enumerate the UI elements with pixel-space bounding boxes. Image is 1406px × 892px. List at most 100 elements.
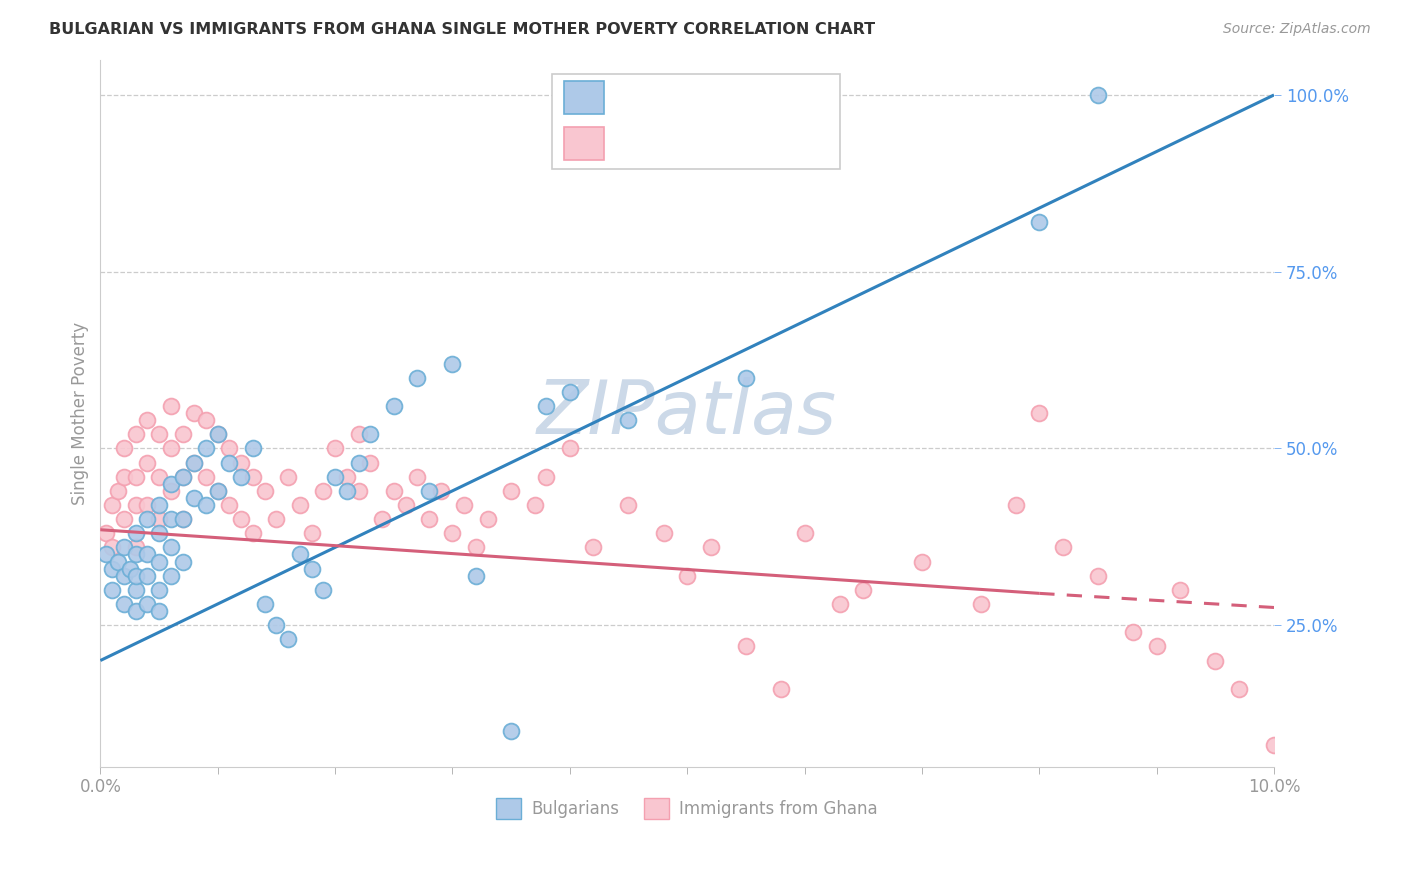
Point bbox=[148, 604, 170, 618]
Point bbox=[347, 456, 370, 470]
Point bbox=[277, 632, 299, 647]
Point bbox=[207, 483, 229, 498]
Point bbox=[183, 456, 205, 470]
Point bbox=[734, 640, 756, 654]
Point bbox=[136, 512, 159, 526]
Point bbox=[336, 483, 359, 498]
Point bbox=[359, 456, 381, 470]
Point bbox=[253, 597, 276, 611]
Point bbox=[195, 413, 218, 427]
Point bbox=[124, 548, 146, 562]
Point bbox=[406, 370, 429, 384]
Point bbox=[301, 561, 323, 575]
Point bbox=[1122, 625, 1144, 640]
Point bbox=[124, 526, 146, 541]
Point bbox=[195, 469, 218, 483]
Point bbox=[382, 483, 405, 498]
Point bbox=[159, 476, 181, 491]
Point bbox=[852, 582, 875, 597]
Point bbox=[323, 469, 346, 483]
Point bbox=[148, 498, 170, 512]
Point bbox=[242, 526, 264, 541]
Point bbox=[124, 568, 146, 582]
Point bbox=[195, 442, 218, 456]
Point bbox=[288, 548, 311, 562]
Point bbox=[464, 568, 486, 582]
Point bbox=[101, 498, 124, 512]
Point bbox=[394, 498, 416, 512]
Point bbox=[172, 512, 194, 526]
Point bbox=[429, 483, 451, 498]
Point bbox=[101, 541, 124, 555]
Point bbox=[159, 512, 181, 526]
Point bbox=[172, 427, 194, 442]
Point bbox=[770, 681, 793, 696]
Point bbox=[288, 498, 311, 512]
Point bbox=[1087, 87, 1109, 102]
Text: Source: ZipAtlas.com: Source: ZipAtlas.com bbox=[1223, 22, 1371, 37]
Point bbox=[652, 526, 675, 541]
Point bbox=[418, 483, 440, 498]
Point bbox=[218, 442, 240, 456]
Point bbox=[453, 498, 475, 512]
Point bbox=[1028, 406, 1050, 420]
Point bbox=[124, 498, 146, 512]
Point bbox=[112, 541, 135, 555]
Point bbox=[1028, 215, 1050, 229]
Point bbox=[231, 469, 253, 483]
Point bbox=[112, 597, 135, 611]
Point bbox=[501, 724, 523, 739]
Point bbox=[617, 413, 640, 427]
Point bbox=[1146, 640, 1168, 654]
Point bbox=[148, 427, 170, 442]
Point bbox=[112, 442, 135, 456]
Point bbox=[828, 597, 851, 611]
Point bbox=[172, 555, 194, 569]
Point bbox=[112, 469, 135, 483]
Point bbox=[195, 498, 218, 512]
Point bbox=[107, 483, 129, 498]
Point bbox=[536, 469, 558, 483]
Point bbox=[136, 413, 159, 427]
Point bbox=[136, 568, 159, 582]
Text: ZIPatlas: ZIPatlas bbox=[537, 377, 837, 449]
Point bbox=[1004, 498, 1026, 512]
Point bbox=[323, 442, 346, 456]
Point bbox=[172, 469, 194, 483]
Point bbox=[101, 561, 124, 575]
Y-axis label: Single Mother Poverty: Single Mother Poverty bbox=[72, 321, 89, 505]
Point bbox=[312, 483, 335, 498]
Point bbox=[371, 512, 394, 526]
Point bbox=[107, 555, 129, 569]
Point bbox=[148, 582, 170, 597]
Point bbox=[242, 469, 264, 483]
Point bbox=[699, 541, 721, 555]
Point bbox=[124, 604, 146, 618]
Point bbox=[441, 526, 464, 541]
Point bbox=[734, 370, 756, 384]
Point bbox=[558, 442, 581, 456]
Point bbox=[347, 427, 370, 442]
Point bbox=[136, 456, 159, 470]
Point bbox=[118, 561, 141, 575]
Point bbox=[172, 512, 194, 526]
Point bbox=[159, 483, 181, 498]
Point bbox=[124, 541, 146, 555]
Point bbox=[1052, 541, 1074, 555]
Point bbox=[96, 526, 118, 541]
Point bbox=[207, 427, 229, 442]
Point bbox=[347, 483, 370, 498]
Point bbox=[136, 498, 159, 512]
Point bbox=[418, 512, 440, 526]
Point bbox=[501, 483, 523, 498]
Point bbox=[558, 384, 581, 399]
Point bbox=[464, 541, 486, 555]
Point bbox=[336, 469, 359, 483]
Point bbox=[676, 568, 699, 582]
Point bbox=[159, 568, 181, 582]
Point bbox=[793, 526, 815, 541]
Point bbox=[1263, 739, 1285, 753]
Point bbox=[124, 427, 146, 442]
Point bbox=[1087, 568, 1109, 582]
Point bbox=[1204, 653, 1226, 667]
